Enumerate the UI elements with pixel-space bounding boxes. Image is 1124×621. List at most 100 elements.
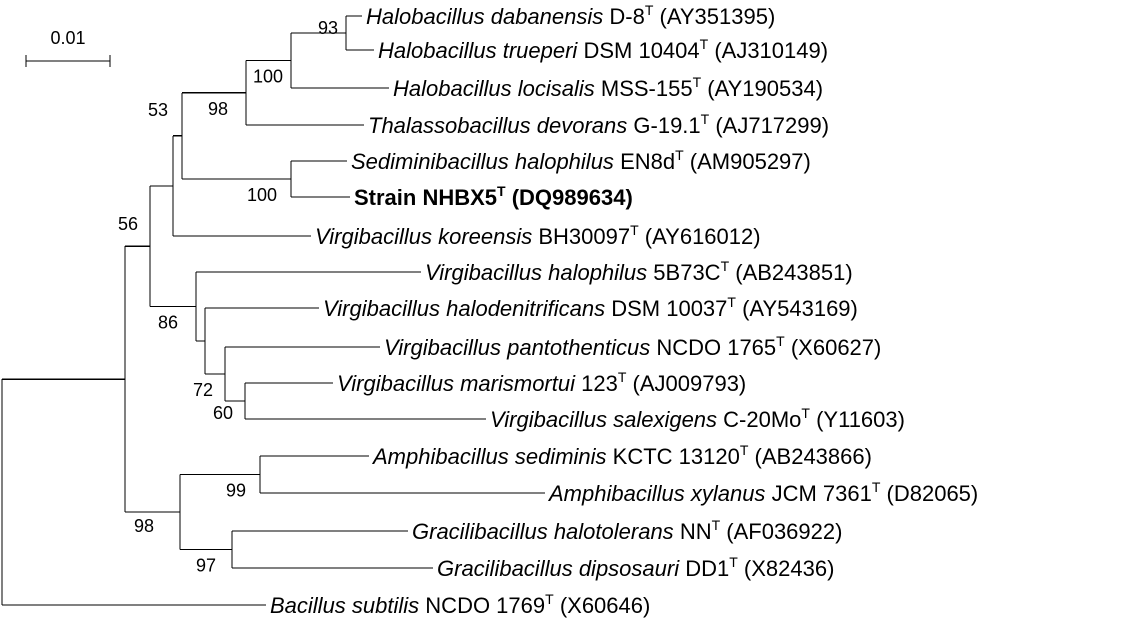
taxon-label-vkor: Virgibacillus koreensis BH30097T (AY6160…	[315, 222, 761, 249]
taxon-strain: NCDO 1769	[425, 593, 545, 618]
bootstrap-value: 98	[208, 99, 228, 119]
taxon-species-name: Amphibacillus sediminis	[371, 444, 607, 469]
type-strain-superscript: T	[721, 258, 730, 274]
type-strain-superscript: T	[645, 2, 654, 18]
taxon-species-name: Halobacillus trueperi	[378, 38, 578, 63]
bootstrap-value: 98	[134, 516, 154, 536]
taxon-species-name: Virgibacillus marismortui	[337, 371, 576, 396]
bootstrap-value: 99	[226, 481, 246, 501]
taxon-accession: (AM905297)	[684, 149, 811, 174]
taxon-label-tdev: Thalassobacillus devorans G-19.1T (AJ717…	[368, 111, 829, 138]
taxon-label-hloc: Halobacillus locisalis MSS-155T (AY19053…	[393, 74, 823, 101]
taxon-accession: (AJ717299)	[709, 113, 829, 138]
taxon-strain: G-19.1	[633, 113, 700, 138]
type-strain-superscript: T	[497, 183, 506, 199]
taxon-strain: EN8d	[620, 149, 675, 174]
taxon-label-shal: Sediminibacillus halophilus EN8dT (AM905…	[351, 147, 811, 174]
scale-bar-label: 0.01	[50, 28, 85, 48]
bootstrap-value: 93	[318, 18, 338, 38]
type-strain-superscript: T	[727, 294, 736, 310]
taxon-strain: 5B73C	[653, 260, 720, 285]
type-strain-superscript: T	[776, 333, 785, 349]
type-strain-superscript: T	[693, 74, 702, 90]
taxon-species-name: Halobacillus locisalis	[393, 76, 595, 101]
taxon-strain: NN	[680, 519, 712, 544]
taxon-label-vhde: Virgibacillus halodenitrificans DSM 1003…	[323, 294, 858, 321]
taxon-accession: (X82436)	[738, 556, 835, 581]
taxon-strain: 123	[581, 371, 618, 396]
taxon-accession: (AB243866)	[748, 444, 872, 469]
taxon-accession: (AB243851)	[729, 260, 853, 285]
taxon-species-name: Virgibacillus halodenitrificans	[323, 296, 605, 321]
type-strain-superscript: T	[630, 222, 639, 238]
taxon-species-name: Virgibacillus koreensis	[315, 224, 532, 249]
type-strain-superscript: T	[700, 36, 709, 52]
bootstrap-value: 53	[148, 100, 168, 120]
taxon-accession: (D82065)	[880, 481, 978, 506]
taxon-species-name: Virgibacillus salexigens	[490, 407, 717, 432]
taxon-species-name: Sediminibacillus halophilus	[351, 149, 614, 174]
taxon-label-ased: Amphibacillus sediminis KCTC 13120T (AB2…	[371, 442, 872, 469]
bootstrap-value: 97	[196, 556, 216, 576]
taxon-accession: (AJ009793)	[626, 371, 746, 396]
taxon-accession: (DQ989634)	[506, 185, 633, 210]
taxon-labels: Halobacillus dabanensis D-8T (AY351395)H…	[270, 2, 978, 618]
taxon-label-vhal: Virgibacillus halophilus 5B73CT (AB24385…	[425, 258, 853, 285]
taxon-species-name: Virgibacillus pantothenticus	[384, 335, 650, 360]
type-strain-superscript: T	[740, 442, 749, 458]
taxon-label-hdab: Halobacillus dabanensis D-8T (AY351395)	[366, 2, 775, 29]
type-strain-superscript: T	[675, 147, 684, 163]
taxon-accession: (AY190534)	[701, 76, 823, 101]
taxon-accession: (X60627)	[785, 335, 882, 360]
type-strain-superscript: T	[545, 591, 554, 607]
scale-bar: 0.01	[25, 28, 111, 67]
taxon-accession: (AY616012)	[639, 224, 761, 249]
type-strain-superscript: T	[872, 479, 881, 495]
type-strain-superscript: T	[729, 554, 738, 570]
bootstrap-value: 56	[118, 214, 138, 234]
tree-branches	[1, 15, 545, 606]
taxon-strain: C-20Mo	[723, 407, 801, 432]
bootstrap-value: 100	[247, 185, 277, 205]
taxon-accession: (X60646)	[554, 593, 651, 618]
bootstrap-value: 60	[213, 403, 233, 423]
taxon-species-name: Amphibacillus xylanus	[547, 481, 765, 506]
taxon-strain: Strain NHBX5	[354, 185, 497, 210]
taxon-accession: (AF036922)	[720, 519, 842, 544]
taxon-accession: (AY543169)	[736, 296, 858, 321]
taxon-label-vsal: Virgibacillus salexigens C-20MoT (Y11603…	[490, 405, 905, 432]
taxon-species-name: Thalassobacillus devorans	[368, 113, 627, 138]
taxon-strain: MSS-155	[601, 76, 693, 101]
taxon-label-htru: Halobacillus trueperi DSM 10404T (AJ3101…	[378, 36, 828, 63]
bootstrap-value: 72	[193, 380, 213, 400]
taxon-accession: (Y11603)	[810, 407, 905, 432]
bootstrap-value: 100	[253, 67, 283, 87]
taxon-strain: NCDO 1765	[656, 335, 776, 360]
taxon-species-name: Halobacillus dabanensis	[366, 4, 603, 29]
taxon-strain: DSM 10037	[611, 296, 727, 321]
taxon-species-name: Gracilibacillus halotolerans	[412, 519, 674, 544]
taxon-strain: BH30097	[538, 224, 630, 249]
type-strain-superscript: T	[801, 405, 810, 421]
taxon-label-axyl: Amphibacillus xylanus JCM 7361T (D82065)	[547, 479, 978, 506]
taxon-accession: (AY351395)	[653, 4, 775, 29]
taxon-label-gdip: Gracilibacillus dipsosauri DD1T (X82436)	[437, 554, 834, 581]
taxon-species-name: Bacillus subtilis	[270, 593, 419, 618]
taxon-label-vmar: Virgibacillus marismortui 123T (AJ009793…	[337, 369, 746, 396]
taxon-strain: D-8	[609, 4, 644, 29]
taxon-strain: DD1	[685, 556, 729, 581]
taxon-species-name: Virgibacillus halophilus	[425, 260, 647, 285]
type-strain-superscript: T	[701, 111, 710, 127]
taxon-label-bsub: Bacillus subtilis NCDO 1769T (X60646)	[270, 591, 650, 618]
type-strain-superscript: T	[712, 517, 721, 533]
taxon-accession: (AJ310149)	[708, 38, 828, 63]
taxon-strain: DSM 10404	[583, 38, 699, 63]
taxon-strain: KCTC 13120	[613, 444, 740, 469]
taxon-species-name: Gracilibacillus dipsosauri	[437, 556, 680, 581]
bootstrap-value: 86	[158, 313, 178, 333]
taxon-label-vpan: Virgibacillus pantothenticus NCDO 1765T …	[384, 333, 881, 360]
taxon-strain: JCM 7361	[772, 481, 872, 506]
type-strain-superscript: T	[618, 369, 627, 385]
